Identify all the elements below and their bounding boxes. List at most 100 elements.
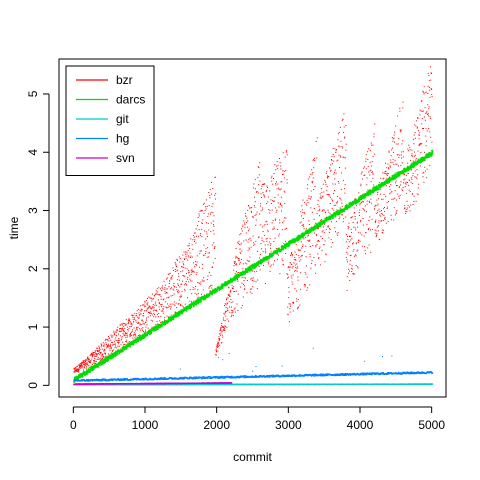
point-bzr — [126, 326, 128, 328]
point-bzr — [99, 354, 101, 356]
point-bzr — [319, 193, 321, 195]
point-bzr — [149, 297, 151, 299]
point-bzr — [215, 353, 217, 355]
point-bzr — [336, 220, 338, 222]
point-bzr — [119, 331, 121, 333]
point-bzr — [79, 366, 81, 367]
point-hg — [400, 372, 402, 374]
point-bzr — [415, 159, 417, 161]
point-bzr — [270, 203, 272, 204]
point-bzr — [292, 265, 294, 267]
point-bzr — [384, 211, 386, 212]
point-bzr — [266, 237, 268, 239]
point-bzr — [367, 165, 369, 167]
point-bzr — [210, 274, 212, 276]
point-bzr — [376, 193, 378, 195]
point-bzr — [81, 367, 83, 369]
point-darcs — [222, 285, 224, 288]
point-bzr — [216, 347, 218, 348]
point-bzr — [138, 314, 140, 316]
point-bzr — [341, 120, 343, 122]
point-bzr — [407, 150, 409, 152]
point-bzr — [282, 152, 284, 154]
point-bzr — [384, 216, 386, 218]
point-hg — [404, 371, 406, 374]
point-bzr — [377, 209, 379, 211]
point-darcs — [257, 262, 260, 265]
point-bzr — [389, 193, 391, 195]
point-bzr — [348, 272, 349, 274]
point-hg — [374, 372, 377, 374]
point-bzr — [366, 200, 368, 202]
point-hg — [229, 376, 231, 378]
point-bzr — [121, 337, 123, 339]
point-bzr — [129, 326, 131, 328]
point-bzr — [368, 229, 369, 231]
point-bzr — [257, 192, 259, 194]
point-hg — [193, 376, 195, 378]
point-bzr — [256, 191, 258, 192]
point-bzr — [98, 347, 100, 349]
point-darcs — [136, 337, 139, 340]
point-bzr — [230, 291, 231, 293]
point-hg — [360, 372, 362, 375]
point-bzr — [199, 282, 200, 284]
point-bzr — [241, 282, 243, 284]
point-bzr — [235, 255, 237, 257]
point-bzr — [74, 367, 76, 369]
point-darcs — [406, 167, 408, 171]
point-bzr — [379, 188, 381, 190]
point-bzr — [150, 319, 152, 321]
point-darcs — [369, 190, 371, 194]
point-bzr — [156, 320, 158, 322]
point-bzr — [142, 315, 144, 317]
point-bzr — [431, 96, 433, 98]
point-bzr — [332, 154, 334, 156]
point-bzr — [408, 189, 410, 191]
point-bzr — [376, 234, 378, 236]
point-bzr — [170, 308, 171, 310]
point-darcs — [331, 215, 333, 219]
point-bzr — [319, 208, 321, 210]
point-hg — [406, 371, 409, 373]
point-bzr — [190, 238, 192, 240]
point-bzr — [107, 343, 109, 345]
point-bzr — [330, 196, 331, 198]
point-bzr — [79, 365, 81, 367]
point-bzr — [99, 348, 101, 350]
point-bzr — [326, 176, 328, 178]
point-bzr — [105, 353, 106, 355]
point-bzr — [247, 209, 249, 211]
point-bzr — [133, 334, 135, 335]
point-bzr — [170, 306, 172, 308]
point-bzr — [294, 257, 296, 258]
point-hg — [378, 372, 380, 375]
point-hg — [324, 374, 326, 376]
point-bzr — [136, 329, 138, 331]
point-hg — [118, 378, 121, 381]
point-bzr — [156, 304, 158, 306]
point-bzr — [108, 337, 110, 339]
point-bzr — [84, 362, 86, 364]
point-hg — [163, 378, 165, 380]
point-bzr — [282, 264, 284, 266]
point-bzr — [363, 209, 365, 210]
point-bzr — [252, 235, 254, 237]
point-bzr — [180, 296, 182, 298]
point-bzr — [401, 162, 403, 164]
point-bzr — [85, 361, 86, 362]
point-bzr — [388, 151, 390, 153]
point-bzr — [154, 309, 156, 311]
point-bzr — [109, 345, 111, 347]
point-bzr — [393, 219, 395, 221]
point-bzr — [159, 304, 161, 306]
series-hg-points — [73, 347, 434, 382]
point-darcs — [346, 204, 348, 207]
point-bzr — [250, 211, 252, 212]
point-bzr — [357, 249, 359, 251]
point-bzr — [357, 267, 359, 269]
point-bzr — [395, 211, 397, 213]
point-bzr — [147, 298, 148, 299]
point-bzr — [78, 364, 80, 366]
point-bzr — [160, 296, 162, 298]
